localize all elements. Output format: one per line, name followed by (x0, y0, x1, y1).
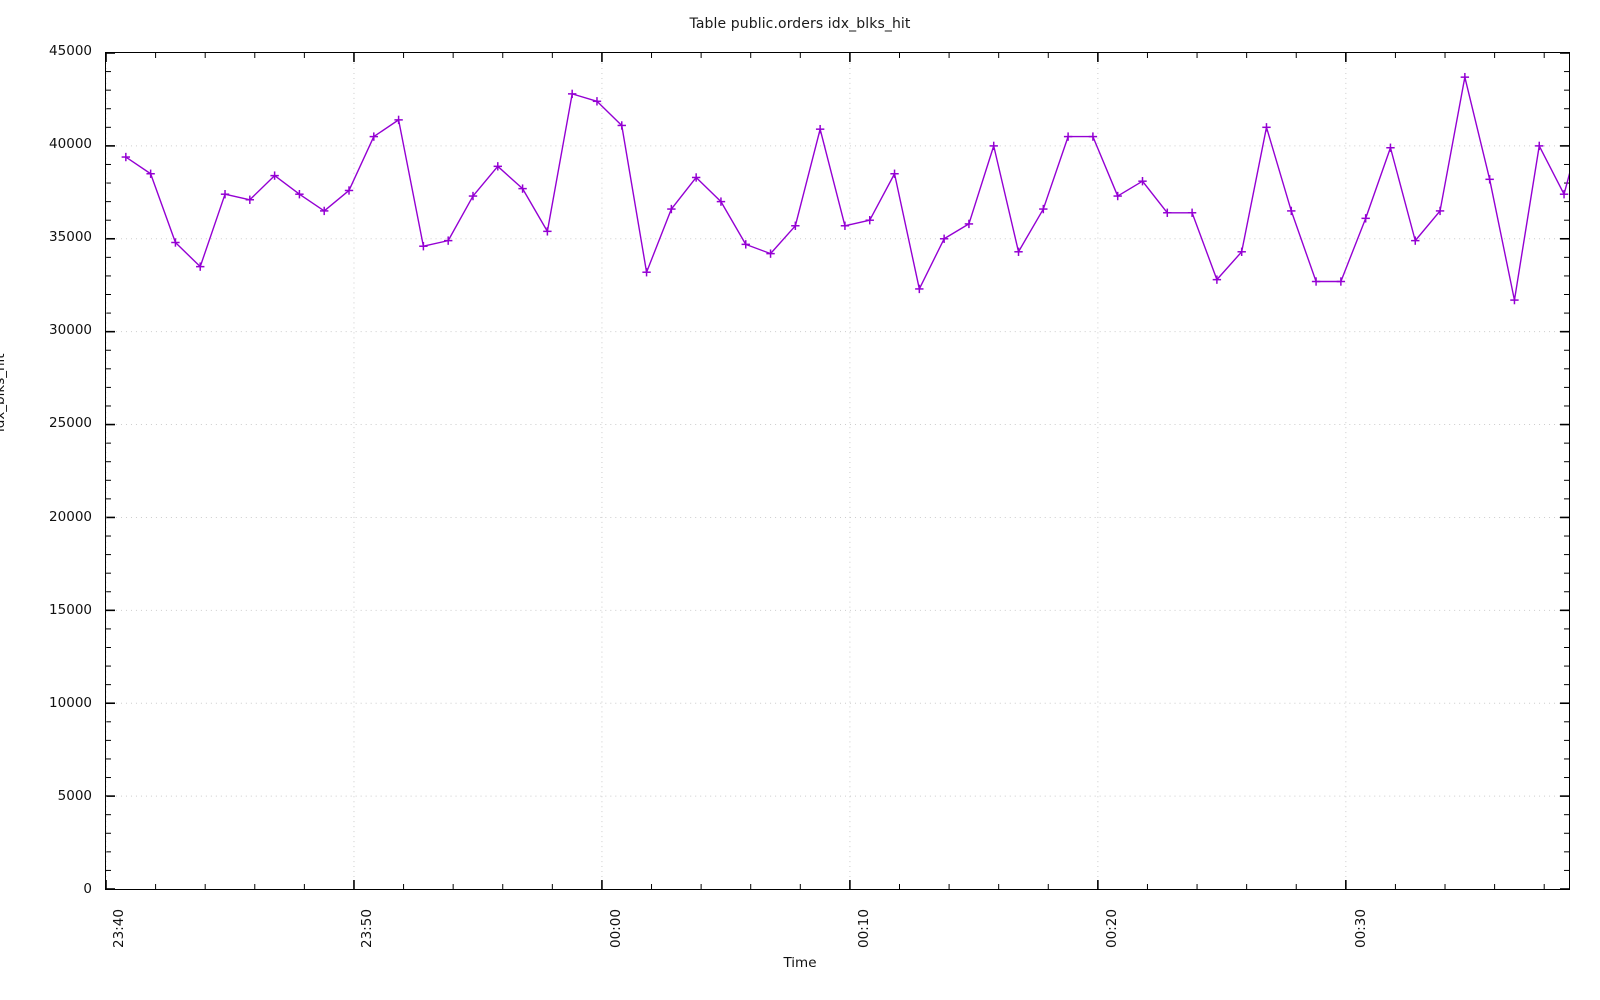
plot-area (105, 52, 1570, 890)
y-tick-label: 25000 (49, 415, 92, 432)
x-tick-label: 23:40 (111, 909, 127, 948)
y-tick-label: 5000 (57, 787, 92, 804)
chart-title: Table public.orders idx_blks_hit (689, 16, 911, 32)
y-tick-label: 40000 (49, 136, 92, 153)
x-tick-label: 00:30 (1352, 909, 1369, 948)
y-tick-label: 10000 (49, 694, 92, 711)
x-tick-label: 00:20 (1104, 909, 1121, 948)
x-tick-label: 23:50 (359, 909, 376, 948)
y-tick-label: 45000 (49, 43, 92, 59)
y-tick-label: 15000 (49, 601, 92, 618)
y-tick-label: 20000 (49, 508, 92, 525)
gridlines (106, 53, 1569, 889)
y-tick-label: 0 (83, 881, 92, 897)
x-axis-label: Time (783, 955, 817, 971)
x-tick-label: 00:10 (855, 909, 872, 948)
y-tick-label: 35000 (49, 229, 92, 246)
y-tick-label: 30000 (49, 322, 92, 339)
data-series-idx-blks-hit (121, 72, 1569, 305)
x-tick-label: 00:00 (607, 909, 624, 948)
